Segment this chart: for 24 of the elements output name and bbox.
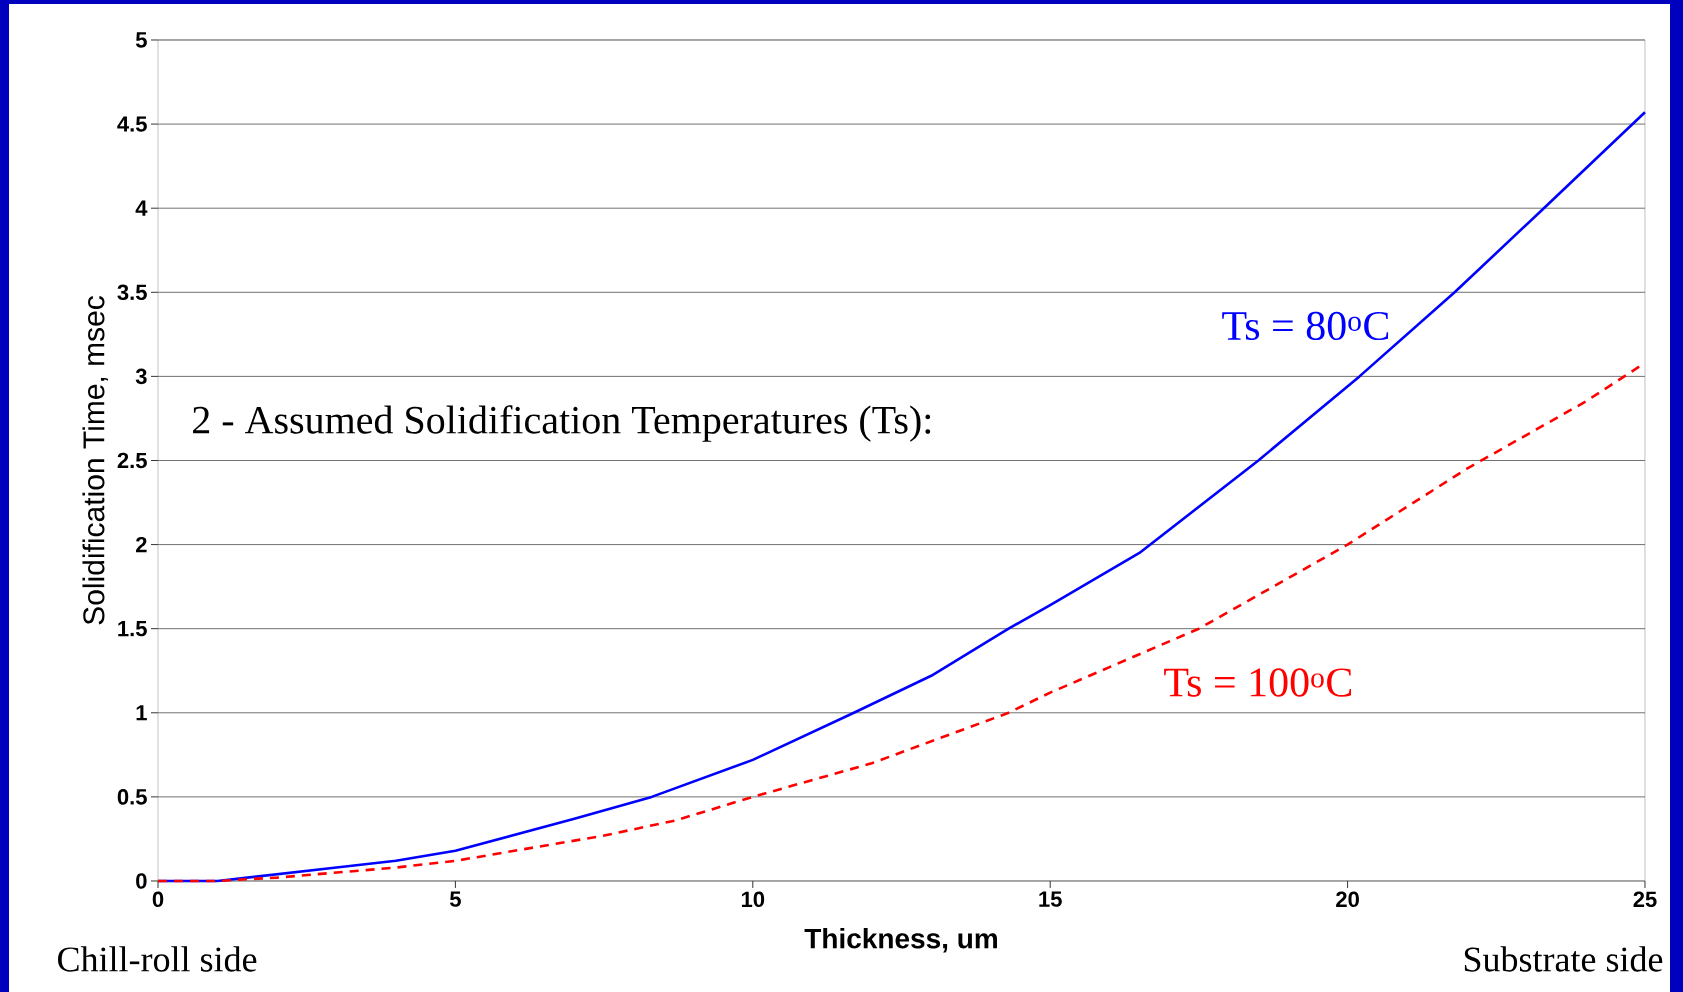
y-tick-label: 3: [135, 368, 147, 385]
y-tick-label: 4.5: [117, 116, 147, 132]
series-label: Ts = 100$^{o}$C: [1164, 668, 1352, 697]
y-tick-label: 1.5: [118, 621, 147, 637]
y-tick-label: 5: [135, 32, 147, 48]
y-tick-label: 1: [136, 705, 147, 721]
x-tick-label: 0: [152, 891, 164, 908]
y-tick-label: 2: [136, 536, 147, 553]
y-tick-label: 0: [136, 873, 147, 889]
x-tick-label: 5: [449, 891, 461, 907]
x-tick-label: 25: [1633, 891, 1657, 908]
annotation: 2 - Assumed Solidification Temperatures (Ts):: [193, 405, 931, 442]
y-axis-title: Solidification Time, msec: [82, 296, 109, 625]
y-tick-label: 2.5: [117, 452, 147, 469]
series-label: Ts = 80$^{o}$C: [1222, 311, 1389, 341]
y-tick-label: 3.5: [117, 284, 147, 301]
y-tick-label: 4: [135, 200, 148, 216]
x-tick-label: 15: [1039, 891, 1062, 907]
y-tick-label: 0.5: [117, 789, 147, 805]
x-axis-title: Thickness, um: [804, 927, 997, 953]
text: Chill-roll side: [58, 946, 257, 972]
text: Substrate side: [1464, 946, 1663, 972]
x-tick-label: 10: [741, 891, 765, 908]
x-tick-label: 20: [1336, 891, 1359, 908]
